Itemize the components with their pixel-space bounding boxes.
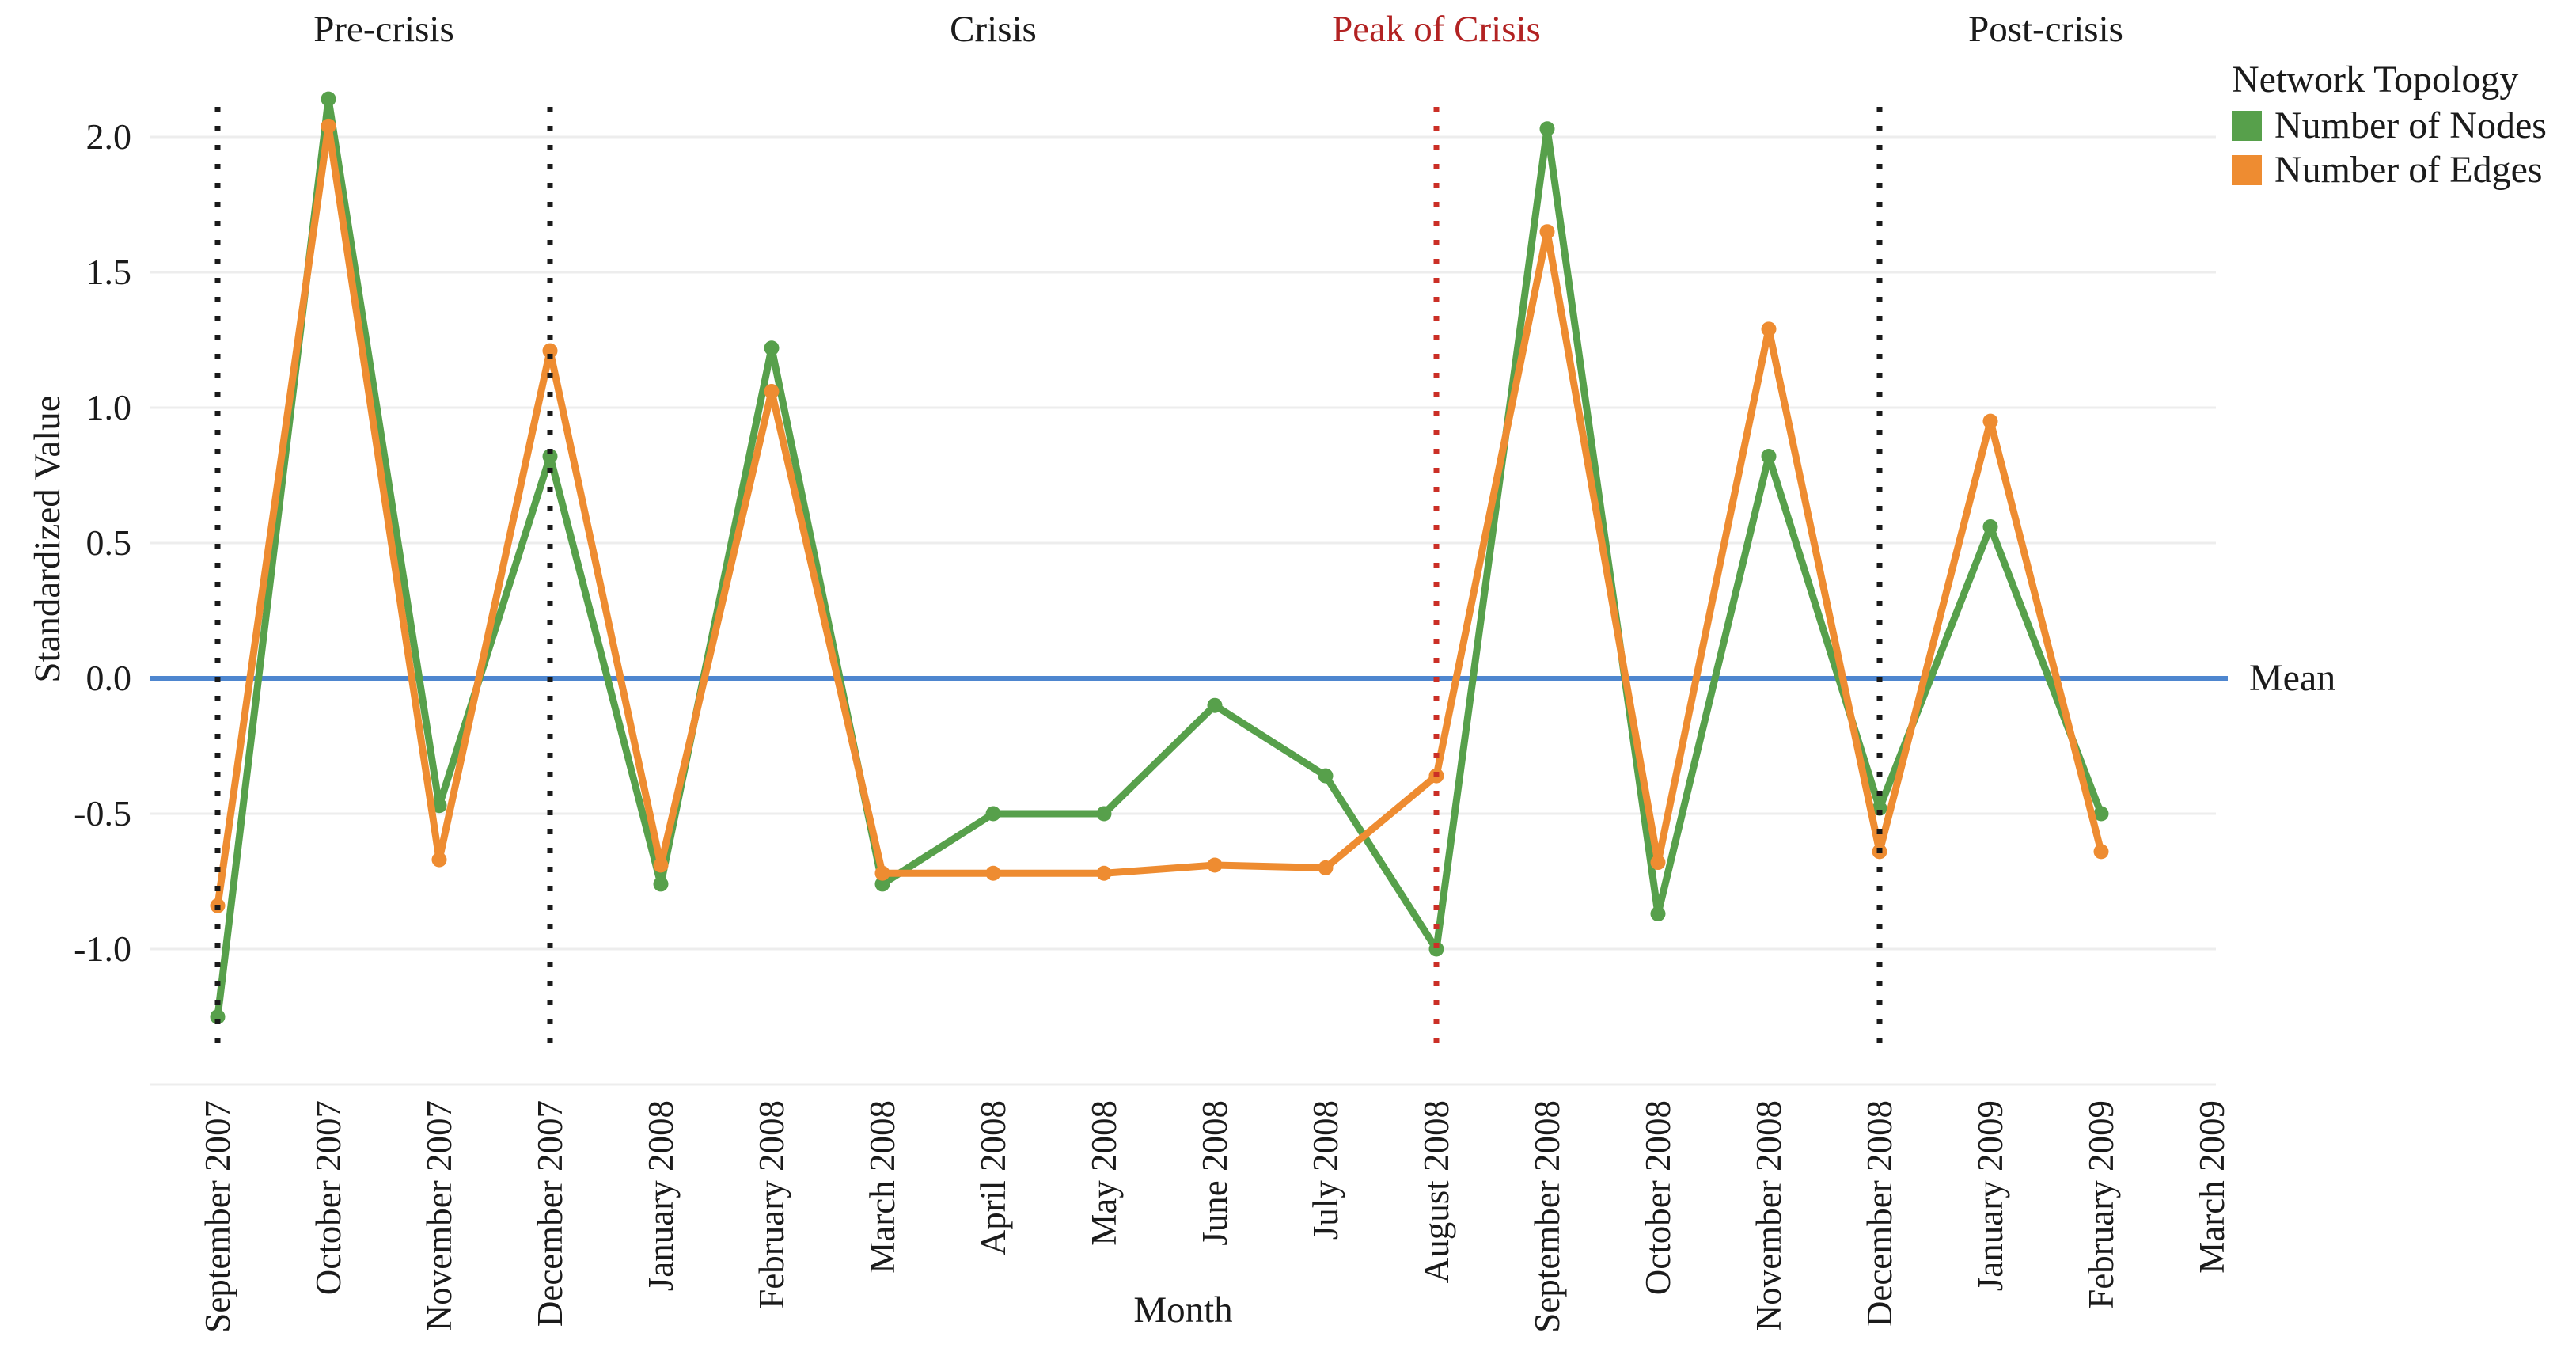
x-tick-label: November 2007 xyxy=(419,1100,459,1331)
data-point-nodes xyxy=(874,876,890,892)
x-tick-label: January 2009 xyxy=(1971,1100,2010,1292)
y-tick-label: 1.5 xyxy=(85,252,132,292)
y-tick-label: 2.0 xyxy=(85,116,132,157)
x-tick-label: March 2009 xyxy=(2192,1100,2232,1274)
x-tick-label: July 2008 xyxy=(1306,1100,1345,1240)
data-point-nodes xyxy=(1650,906,1666,922)
legend-item-nodes: Number of Nodes xyxy=(2232,106,2547,146)
data-point-nodes xyxy=(1761,449,1777,465)
x-tick-label: September 2008 xyxy=(1527,1100,1567,1333)
x-tick-label: February 2009 xyxy=(2081,1100,2121,1309)
series-line-nodes xyxy=(214,95,2105,1020)
period-label-peak-of-crisis: Peak of Crisis xyxy=(1332,9,1541,50)
legend-title: Network Topology xyxy=(2232,59,2519,101)
x-tick-label: August 2008 xyxy=(1417,1100,1456,1284)
data-point-nodes xyxy=(1982,518,1998,534)
data-point-nodes xyxy=(542,449,558,465)
data-point-edges xyxy=(653,857,669,873)
x-tick-label: October 2008 xyxy=(1638,1100,1678,1296)
data-point-nodes xyxy=(1207,697,1223,713)
series-line-edges xyxy=(214,122,2105,909)
data-point-edges xyxy=(1207,857,1223,873)
data-point-edges xyxy=(1761,321,1777,337)
data-point-nodes xyxy=(985,806,1001,822)
y-tick-label: -1.0 xyxy=(74,928,131,969)
x-tick-label: December 2008 xyxy=(1860,1100,1899,1327)
legend: Network Topology Number of Nodes Number … xyxy=(2232,59,2547,190)
data-point-edges xyxy=(1318,860,1334,875)
x-tick-label: June 2008 xyxy=(1195,1100,1235,1246)
x-axis-title: Month xyxy=(1133,1289,1233,1331)
nodes-series-swatch xyxy=(2232,111,2262,141)
data-point-nodes xyxy=(653,876,669,892)
data-point-nodes xyxy=(1872,800,1887,816)
period-label-crisis: Crisis xyxy=(950,9,1037,50)
data-point-edges xyxy=(985,865,1001,881)
data-point-nodes xyxy=(1428,941,1444,957)
x-tick-label: September 2007 xyxy=(198,1100,237,1333)
data-point-edges xyxy=(1539,224,1555,240)
data-point-edges xyxy=(321,118,336,134)
period-label-post-crisis: Post-crisis xyxy=(1968,9,2123,50)
x-tick-label: January 2008 xyxy=(641,1100,681,1292)
data-point-edges xyxy=(1650,855,1666,871)
data-point-nodes xyxy=(321,91,336,107)
data-point-nodes xyxy=(431,798,447,814)
x-tick-label: February 2008 xyxy=(752,1100,791,1309)
x-tick-label: December 2007 xyxy=(530,1100,570,1327)
data-point-nodes xyxy=(2093,806,2109,822)
mean-line-label: Mean xyxy=(2249,657,2336,699)
data-point-nodes xyxy=(210,1009,226,1024)
legend-item-edges: Number of Edges xyxy=(2232,150,2547,190)
period-label-pre-crisis: Pre-crisis xyxy=(313,9,454,50)
data-point-edges xyxy=(874,865,890,881)
legend-label-nodes: Number of Nodes xyxy=(2274,104,2547,146)
edges-series-swatch xyxy=(2232,155,2262,185)
x-tick-label: October 2007 xyxy=(309,1100,348,1296)
data-point-nodes xyxy=(1318,768,1334,784)
y-tick-label: 0.0 xyxy=(85,658,132,698)
data-point-edges xyxy=(1982,413,1998,429)
data-point-edges xyxy=(542,343,558,359)
data-point-nodes xyxy=(1539,121,1555,137)
data-point-edges xyxy=(1096,865,1112,881)
data-point-nodes xyxy=(1096,806,1112,822)
x-tick-label: April 2008 xyxy=(973,1100,1013,1256)
data-point-edges xyxy=(764,383,780,399)
data-point-edges xyxy=(431,852,447,868)
data-point-edges xyxy=(2093,844,2109,860)
legend-label-edges: Number of Edges xyxy=(2274,149,2543,191)
x-tick-label: May 2008 xyxy=(1084,1100,1124,1246)
y-tick-label: 0.5 xyxy=(85,522,132,563)
x-tick-label: November 2008 xyxy=(1749,1100,1789,1331)
y-tick-label: 1.0 xyxy=(85,387,132,427)
data-point-nodes xyxy=(764,340,780,356)
y-tick-label: -0.5 xyxy=(74,793,131,833)
x-tick-label: March 2008 xyxy=(863,1100,902,1274)
